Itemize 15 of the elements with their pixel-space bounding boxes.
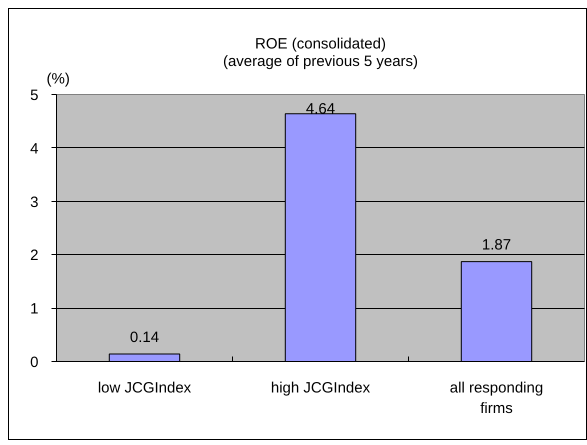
chart-title: ROE (consolidated) bbox=[255, 36, 386, 52]
y-tick-label: 1 bbox=[30, 300, 38, 318]
x-tick-label: low JCGIndex bbox=[98, 380, 192, 396]
data-label: 1.87 bbox=[482, 236, 512, 254]
y-tick-label: 0 bbox=[30, 354, 38, 371]
data-label: 4.64 bbox=[306, 100, 336, 118]
chart-subtitle: (average of previous 5 years) bbox=[222, 53, 418, 70]
data-label: 0.14 bbox=[130, 329, 160, 346]
y-tick-label: 5 bbox=[30, 87, 38, 104]
y-tick-label: 3 bbox=[30, 194, 38, 211]
x-tick-label: high JCGIndex bbox=[270, 380, 371, 396]
x-tick-label: all responding firms bbox=[450, 380, 544, 417]
y-tick-label: 4 bbox=[30, 140, 38, 158]
y-tick-label: 2 bbox=[30, 247, 38, 264]
y-axis-title: (%) bbox=[46, 70, 70, 88]
